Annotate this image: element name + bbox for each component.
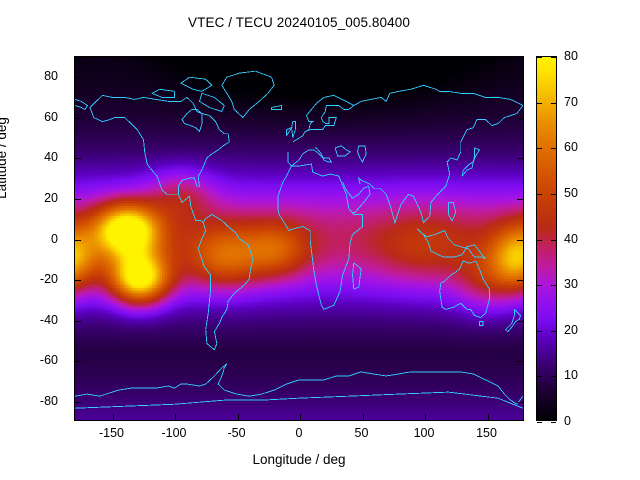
y-axis-tick-label: -80	[39, 393, 58, 408]
colorbar-tick-label: 60	[564, 140, 578, 155]
colorbar-tick-label: 0	[564, 414, 571, 428]
colorbar-tick-label: 30	[564, 277, 578, 292]
colorbar-tick	[537, 330, 542, 332]
x-axis-tick	[237, 57, 239, 63]
y-axis-tick-label: 40	[44, 150, 58, 165]
colorbar-tick-label: 70	[564, 94, 578, 109]
x-axis-tick	[300, 414, 301, 420]
y-axis-tick	[75, 198, 81, 200]
y-axis-tick	[517, 117, 523, 119]
colorbar-tick	[551, 239, 556, 241]
colorbar-tick-label: 80	[564, 49, 578, 63]
y-axis-tick	[75, 117, 81, 119]
y-axis-tick	[517, 158, 523, 160]
y-axis-tick-label: 60	[44, 109, 58, 124]
colorbar-tick	[551, 193, 556, 195]
x-axis-tick	[487, 57, 489, 63]
colorbar-tick	[537, 239, 542, 241]
colorbar	[536, 56, 557, 423]
x-axis-tick	[175, 414, 176, 420]
x-axis-tick	[175, 57, 176, 63]
y-axis-tick	[517, 239, 523, 241]
y-axis-tick	[75, 401, 81, 403]
x-axis-tick-label: -150	[98, 426, 125, 440]
x-axis-tick-label: 150	[476, 426, 497, 440]
x-axis-tick	[425, 57, 426, 63]
y-axis-tick	[517, 320, 523, 322]
y-axis-tick	[517, 361, 523, 363]
x-axis-tick	[112, 414, 114, 420]
colorbar-tick	[551, 148, 556, 150]
x-axis-tick	[487, 414, 489, 420]
y-axis-tick	[75, 239, 81, 241]
colorbar-tick	[537, 102, 542, 104]
colorbar-tick	[537, 57, 542, 58]
y-axis-tick-label: -20	[39, 272, 58, 287]
colorbar-tick	[537, 285, 542, 287]
x-axis-tick-label: -50	[227, 426, 246, 440]
x-axis-tick	[300, 57, 301, 63]
y-axis-tick	[517, 401, 523, 403]
colorbar-tick	[551, 57, 556, 58]
x-axis-tick	[362, 57, 364, 63]
map-plot-area	[74, 56, 524, 421]
colorbar-tick	[537, 193, 542, 195]
y-axis-tick-label: 20	[44, 190, 58, 205]
page-title: VTEC / TECU 20240105_005.80400	[188, 15, 410, 30]
y-axis-tick	[517, 77, 523, 79]
x-axis-tick	[425, 414, 426, 420]
colorbar-gradient	[537, 57, 556, 420]
colorbar-tick	[537, 376, 542, 378]
y-axis-tick	[75, 320, 81, 322]
y-axis-title: Latitude / deg	[0, 117, 9, 199]
colorbar-tick	[551, 285, 556, 287]
colorbar-tick	[537, 148, 542, 150]
y-axis-tick-label: -40	[39, 312, 58, 327]
y-axis-tick	[517, 198, 523, 200]
colorbar-tick	[551, 376, 556, 378]
colorbar-tick-label: 10	[564, 368, 578, 383]
x-axis-title: Longitude / deg	[252, 452, 346, 467]
x-axis-tick	[362, 414, 364, 420]
y-axis-tick	[75, 361, 81, 363]
colorbar-tick	[551, 102, 556, 104]
y-axis-tick-label: 80	[44, 69, 58, 84]
colorbar-tick	[537, 422, 542, 423]
y-axis-tick	[75, 280, 81, 282]
x-axis-tick-label: 50	[354, 426, 369, 440]
colorbar-tick-label: 50	[564, 185, 578, 200]
coastline-overlay	[75, 70, 523, 409]
colorbar-tick-label: 40	[564, 231, 578, 246]
colorbar-tick	[551, 330, 556, 332]
x-axis-tick-label: 0	[295, 426, 303, 440]
x-axis-tick	[112, 57, 114, 63]
x-axis-tick-label: 100	[413, 426, 435, 440]
y-axis-tick-label: 0	[51, 231, 58, 246]
x-axis-tick-label: -100	[161, 426, 187, 440]
y-axis-tick	[75, 158, 81, 160]
y-axis-tick	[75, 77, 81, 79]
x-axis-tick	[237, 414, 239, 420]
y-axis-tick	[517, 280, 523, 282]
y-axis-tick-label: -60	[39, 353, 58, 368]
colorbar-tick-label: 20	[564, 322, 578, 337]
colorbar-tick	[551, 422, 556, 423]
